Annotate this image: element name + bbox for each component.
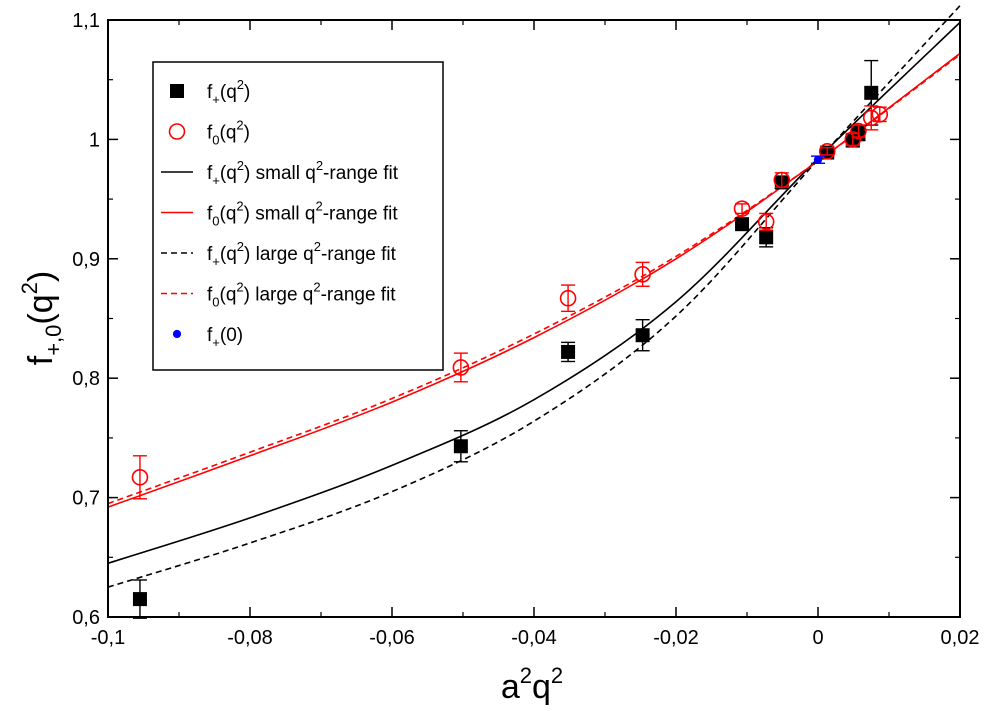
y-tick-label: 1 xyxy=(89,129,100,151)
legend-entry: f+(q2) small q2-range fit xyxy=(161,158,399,188)
legend-label: f0(q2) large q2-range fit xyxy=(207,280,396,310)
legend-box xyxy=(152,61,444,371)
legend-label: f+(q2) large q2-range fit xyxy=(207,239,397,269)
circle-marker xyxy=(757,213,775,231)
circle-marker xyxy=(131,469,149,486)
x-tick-label: -0,04 xyxy=(511,627,557,649)
y-tick-label: 0,7 xyxy=(72,488,100,510)
circle-marker xyxy=(871,106,889,123)
y-tick-label: 0,6 xyxy=(72,607,100,629)
circle-marker xyxy=(850,122,867,140)
x-tick-label: -0,1 xyxy=(91,627,125,649)
circle-marker xyxy=(634,266,651,283)
circle-marker xyxy=(559,289,577,307)
legend-entry: f+(0) xyxy=(172,325,243,350)
legend-entry: f0(q2) xyxy=(168,118,250,148)
y-tick-label: 0,9 xyxy=(72,249,100,271)
circle-marker xyxy=(773,171,791,189)
legend-label: f+(q2) xyxy=(207,77,250,107)
axis-labels: a2q2 f+,0(q2) xyxy=(17,271,563,706)
y-tick-label: 1,1 xyxy=(72,10,100,32)
square-marker xyxy=(132,592,147,607)
legend-entry: f+(q2) large q2-range fit xyxy=(161,239,397,269)
dot-marker xyxy=(172,329,182,339)
circle-marker xyxy=(862,109,880,127)
square-marker xyxy=(561,344,576,359)
square-marker xyxy=(759,230,774,245)
circle-marker xyxy=(844,131,862,148)
x-tick-label: 0,02 xyxy=(941,627,980,649)
x-tick-label: -0,02 xyxy=(653,627,699,649)
x-tick-label: -0,08 xyxy=(227,627,273,649)
square-marker xyxy=(453,439,468,454)
axis-ticks: -0,1 -0,08 -0,06 -0,04 -0,02 0 0,02 0,6 0,7 0,8 0,… xyxy=(72,10,979,649)
legend-label: f0(q2) xyxy=(207,118,250,148)
dot-marker xyxy=(813,155,823,164)
square-marker xyxy=(170,84,184,98)
legend-entry: f+(q2) xyxy=(170,77,250,107)
data-points xyxy=(131,59,889,619)
x-tick-label: 0 xyxy=(812,627,823,649)
legend: f+(q2) f0(q2) f+(q2) small q2-range fit f0(… xyxy=(152,61,444,371)
y-axis-label: f+,0(q2) xyxy=(17,271,66,365)
x-axis-label: a2q2 xyxy=(501,663,563,706)
circle-marker xyxy=(733,200,751,217)
circle-marker xyxy=(452,359,470,376)
x-tick-label: -0,06 xyxy=(369,627,415,649)
legend-label: f0(q2) small q2-range fit xyxy=(207,199,398,229)
circle-marker xyxy=(168,123,186,140)
y-tick-label: 0,8 xyxy=(72,368,100,390)
square-marker xyxy=(635,328,650,343)
square-marker xyxy=(735,217,750,232)
legend-entry: f0(q2) small q2-range fit xyxy=(161,199,398,229)
circle-marker xyxy=(818,143,836,160)
legend-entry: f0(q2) large q2-range fit xyxy=(161,280,396,310)
legend-label: f+(q2) small q2-range fit xyxy=(207,158,399,188)
square-marker xyxy=(864,85,879,100)
legend-label: f+(0) xyxy=(207,325,243,350)
